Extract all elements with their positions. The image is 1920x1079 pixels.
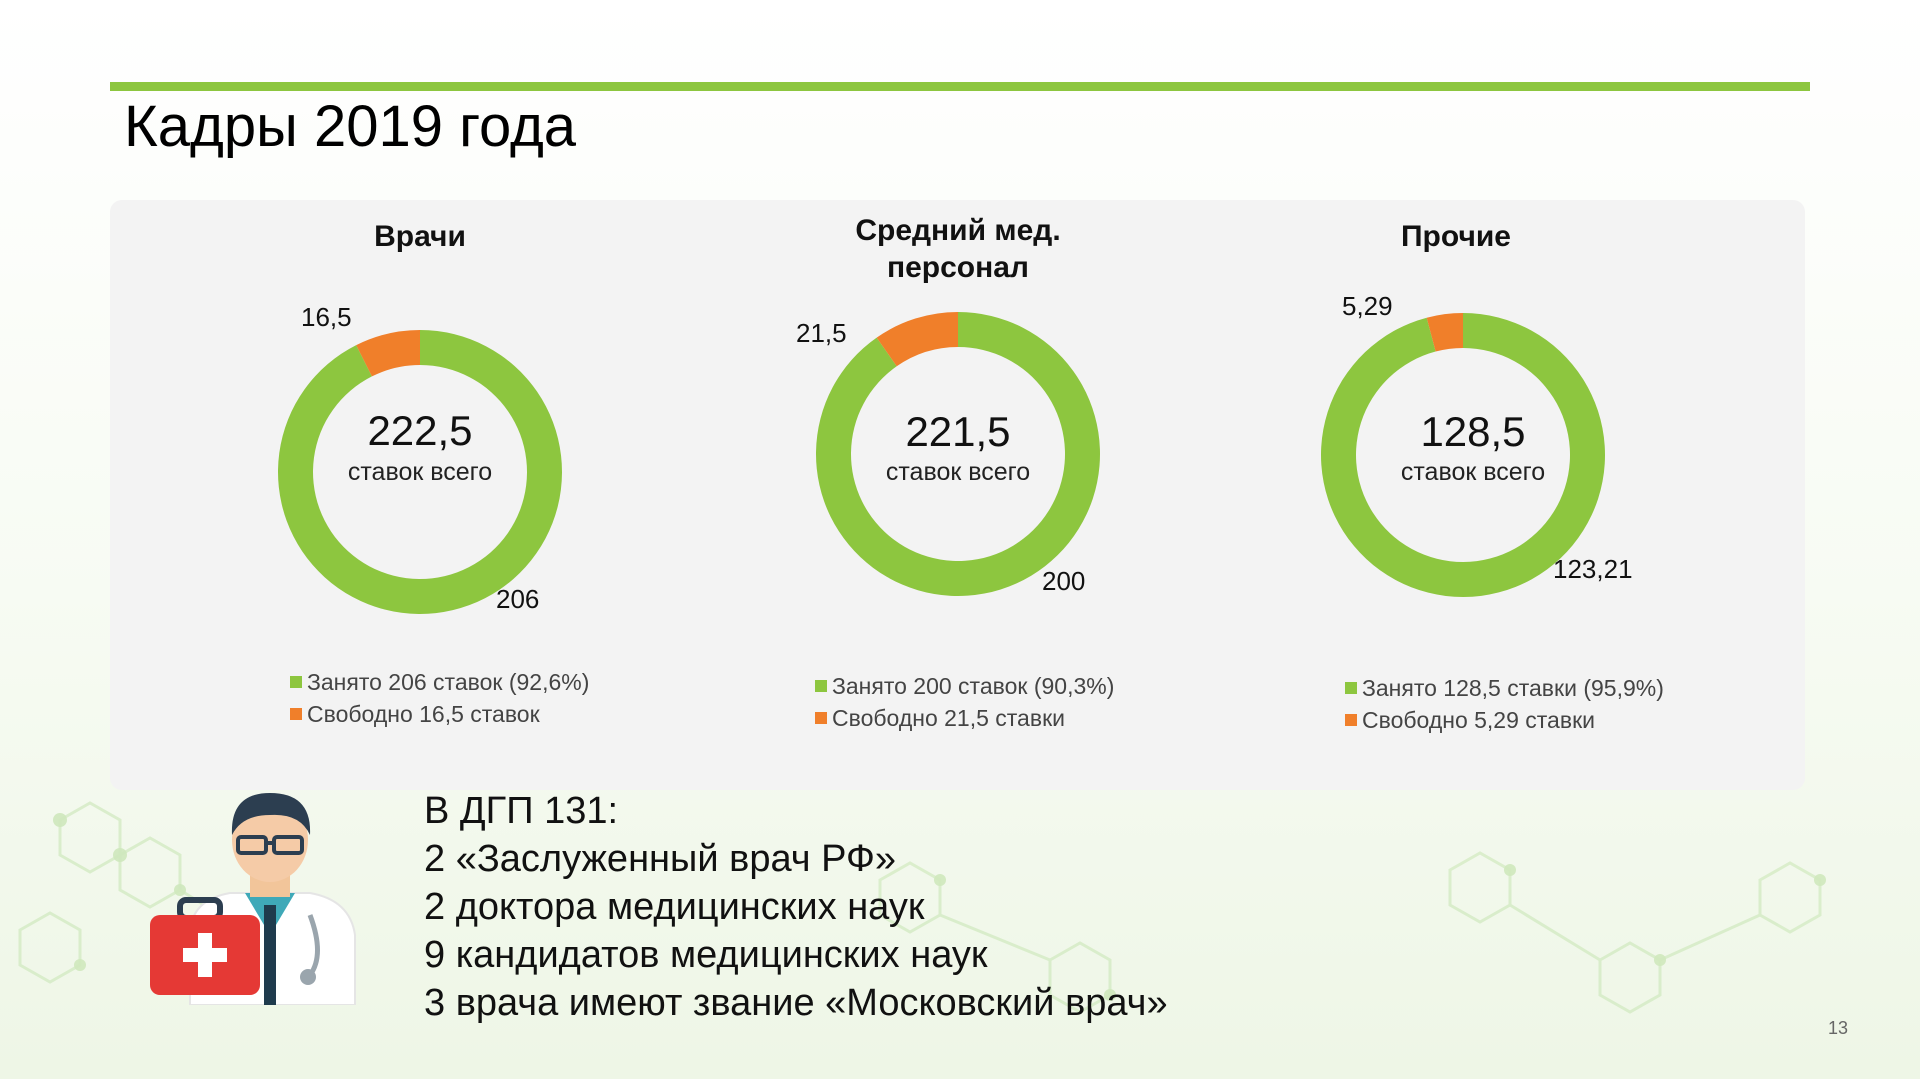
slice-label-occupied: 200 <box>1042 566 1086 596</box>
legend: Занято 128,5 ставки (95,9%) Свободно 5,2… <box>1345 672 1664 736</box>
chart-title: Средний мед. персонал <box>855 214 1061 284</box>
stats-line: 9 кандидатов медицинских наук <box>424 934 988 976</box>
legend-label: Занято 206 ставок (92,6%) <box>307 669 590 695</box>
donut-slice-free <box>356 330 420 377</box>
legend-item-occupied: Занято 206 ставок (92,6%) <box>290 666 589 698</box>
chart-title: Врачи <box>374 220 466 253</box>
legend-item-free: Свободно 16,5 ставок <box>290 698 589 730</box>
doctor-with-first-aid-kit-icon <box>150 793 356 1005</box>
legend-label: Занято 128,5 ставки (95,9%) <box>1362 675 1664 701</box>
donut-chart <box>1321 313 1605 597</box>
legend: Занято 200 ставок (90,3%) Свободно 21,5 … <box>815 670 1114 734</box>
chart-title: Прочие <box>1400 220 1511 253</box>
legend-item-free: Свободно 5,29 ставки <box>1345 704 1664 736</box>
legend-item-occupied: Занято 128,5 ставки (95,9%) <box>1345 672 1664 704</box>
legend-swatch-free <box>1345 714 1357 726</box>
legend-swatch-occupied <box>1345 682 1357 694</box>
legend-swatch-occupied <box>815 680 827 692</box>
charts-panel <box>110 200 1805 790</box>
donut-slice-free <box>1426 313 1463 352</box>
stats-heading: В ДГП 131: <box>424 790 619 832</box>
donut-chart <box>816 312 1100 596</box>
legend-label: Свободно 16,5 ставок <box>307 701 540 727</box>
legend-label: Свободно 5,29 ставки <box>1362 707 1595 733</box>
slice-label-occupied: 123,21 <box>1553 554 1633 584</box>
legend-label: Свободно 21,5 ставки <box>832 705 1065 731</box>
center-value: 221,5 <box>905 408 1011 455</box>
stats-line: 3 врача имеют звание «Московский врач» <box>424 982 1168 1024</box>
stats-line: 2 «Заслуженный врач РФ» <box>424 838 897 880</box>
slice-label-occupied: 206 <box>496 584 540 614</box>
legend: Занято 206 ставок (92,6%) Свободно 16,5 … <box>290 666 589 730</box>
donut-chart <box>277 330 562 614</box>
legend-swatch-free <box>815 712 827 724</box>
slice-label-free: 5,29 <box>1342 291 1393 321</box>
slice-label-free: 16,5 <box>301 302 352 332</box>
legend-item-free: Свободно 21,5 ставки <box>815 702 1114 734</box>
legend-swatch-free <box>290 708 302 720</box>
staff-stats: В ДГП 131: 2 «Заслуженный врач РФ» 2 док… <box>424 787 1168 1027</box>
center-value: 222,5 <box>367 407 473 454</box>
page-number: 13 <box>1828 1018 1849 1038</box>
title-rule <box>110 82 1810 91</box>
stats-line: 2 доктора медицинских наук <box>424 886 925 928</box>
center-caption: ставок всего <box>1400 458 1546 486</box>
slice-label-free: 21,5 <box>796 318 847 348</box>
center-caption: ставок всего <box>347 458 493 486</box>
legend-label: Занято 200 ставок (90,3%) <box>832 673 1115 699</box>
legend-swatch-occupied <box>290 676 302 688</box>
page-title: Кадры 2019 года <box>124 94 577 159</box>
center-value: 128,5 <box>1420 408 1526 455</box>
donut-slice-free <box>876 312 958 367</box>
legend-item-occupied: Занято 200 ставок (90,3%) <box>815 670 1114 702</box>
center-caption: ставок всего <box>885 458 1031 486</box>
